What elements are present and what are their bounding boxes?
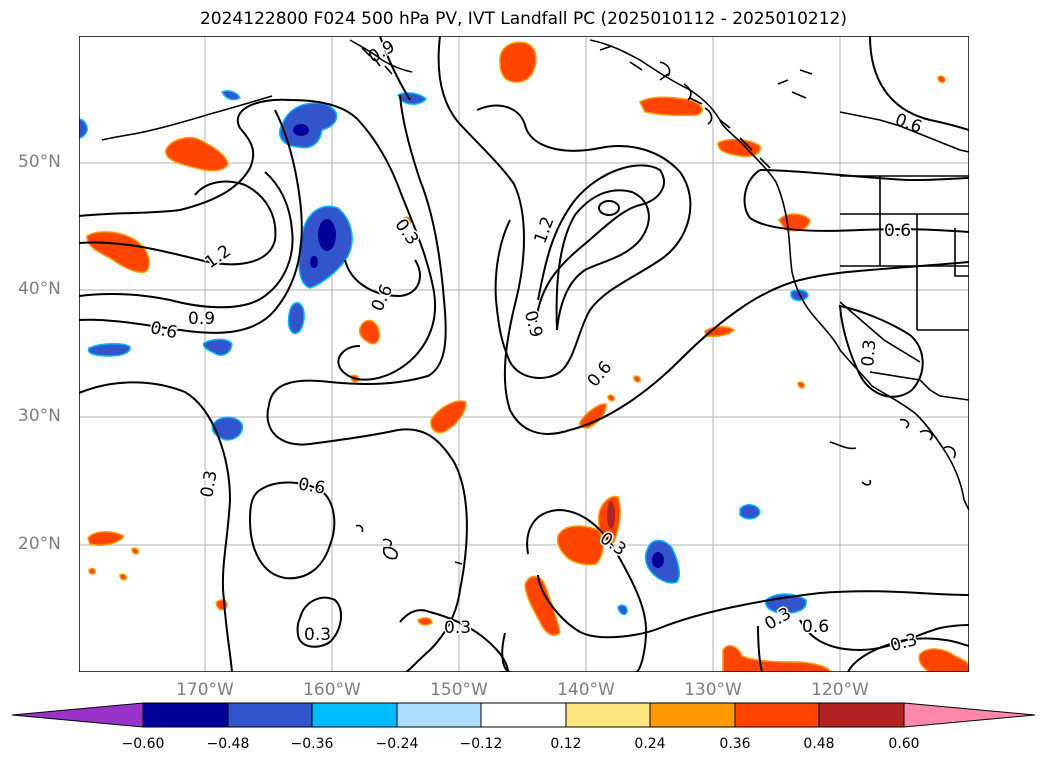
ivt-contours <box>79 36 969 672</box>
map-background <box>79 36 969 672</box>
colorbar-segment <box>311 702 398 728</box>
colorbar-segment <box>480 702 567 728</box>
colorbar-extend-low <box>11 702 144 728</box>
lat-label: 20°N <box>18 534 61 554</box>
colorbar-tick-label: −0.60 <box>121 736 165 752</box>
contour-label: 0.3 <box>444 618 471 638</box>
contour-label: 0.9 <box>188 309 215 329</box>
contour-label: 0.6 <box>884 221 911 241</box>
lat-label: 40°N <box>18 279 61 299</box>
lat-label: 30°N <box>18 406 61 426</box>
colorbar-segment <box>227 702 313 728</box>
colorbar-tick-label: −0.12 <box>459 736 503 752</box>
lat-label: 50°N <box>18 152 61 172</box>
graticule <box>79 36 969 672</box>
contour-label: 0.6 <box>802 617 829 637</box>
colorbar <box>11 702 1036 728</box>
colorbar-extend-high <box>903 702 1036 728</box>
lon-label: 160°W <box>303 680 361 700</box>
contour-label: 0.3 <box>858 339 880 368</box>
contour-label: 0.3 <box>304 625 331 645</box>
colorbar-tick-label: 0.24 <box>634 736 666 752</box>
colorbar-tick-label: 0.48 <box>803 736 835 752</box>
lon-label: 120°W <box>811 680 869 700</box>
negative-shading <box>79 90 809 616</box>
colorbar-segment <box>649 702 736 728</box>
colorbar-segment <box>734 702 820 728</box>
colorbar-segment <box>142 702 229 728</box>
map-panel: 0.9 1.2 0.9 0.6 0.3 0.6 1.2 0.9 0.6 0.6 … <box>79 36 969 672</box>
coastlines <box>101 39 969 565</box>
colorbar-segment <box>818 702 905 728</box>
colorbar-segment <box>396 702 482 728</box>
plot-title: 2024122800 F024 500 hPa PV, IVT Landfall… <box>199 9 847 29</box>
lon-label: 150°W <box>430 680 488 700</box>
colorbar-tick-label: 0.36 <box>719 736 751 752</box>
colorbar-tick-label: 0.60 <box>888 736 920 752</box>
colorbar-tick-label: −0.36 <box>290 736 334 752</box>
colorbar-segment <box>565 702 651 728</box>
lon-label: 140°W <box>557 680 615 700</box>
colorbar-tick-label: −0.24 <box>375 736 419 752</box>
lon-label: 170°W <box>176 680 234 700</box>
lon-label: 130°W <box>684 680 742 700</box>
colorbar-tick-label: 0.12 <box>550 736 582 752</box>
colorbar-tick-label: −0.48 <box>206 736 250 752</box>
